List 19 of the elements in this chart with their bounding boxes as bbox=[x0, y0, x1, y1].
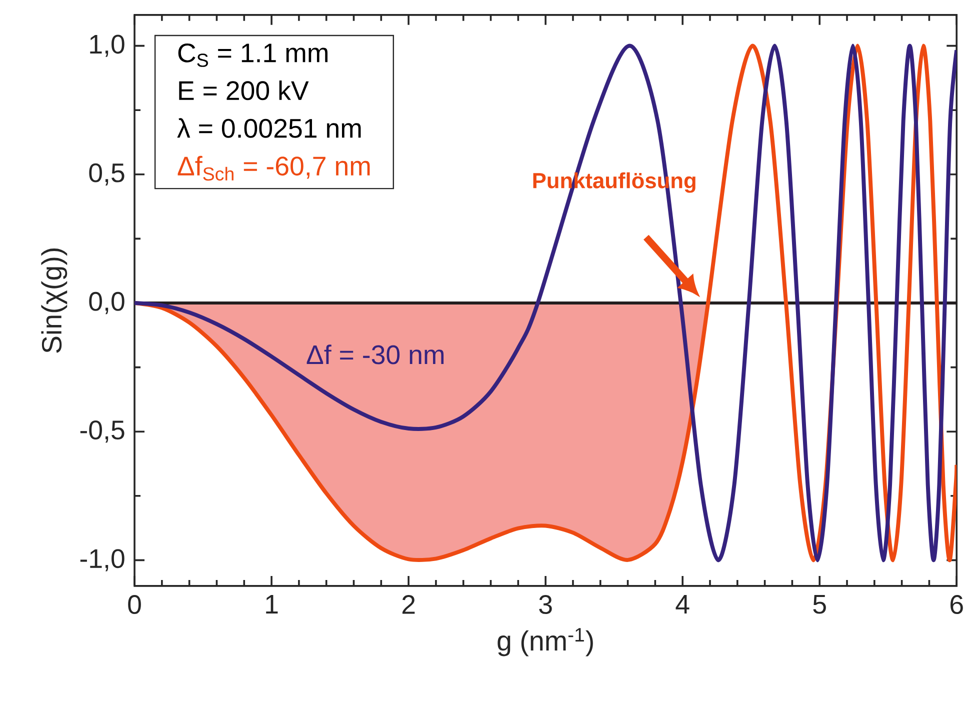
annotation: λ = 0.00251 nm bbox=[177, 118, 361, 138]
x-tick-label: 5 bbox=[813, 595, 826, 614]
x-tick-label: 2 bbox=[402, 595, 415, 614]
y-tick-label: 0,5 bbox=[89, 164, 124, 186]
y-tick-label: -0,5 bbox=[80, 420, 124, 443]
y-tick-label: 1,0 bbox=[90, 34, 124, 58]
x-tick-label: 4 bbox=[676, 595, 690, 614]
y-tick-label: -1,0 bbox=[80, 549, 124, 572]
x-tick-label: 0 bbox=[128, 595, 141, 614]
y-axis-title: Sin(χ(g)) bbox=[41, 248, 68, 354]
x-tick-label: 1 bbox=[266, 595, 278, 614]
x-tick-label: 6 bbox=[950, 595, 963, 614]
x-tick-label: 3 bbox=[539, 595, 552, 614]
y-tick-label: 0,0 bbox=[89, 292, 124, 314]
x-axis-title: g (nm$^{-1}$) bbox=[498, 628, 593, 656]
series-label: Δf = -30 nm bbox=[306, 344, 444, 365]
annotation: C$_{S}$ = 1.1 mm bbox=[178, 44, 328, 68]
annotation: E = 200 kV bbox=[179, 80, 309, 100]
text: Δf$_{Sch}$ = -60,7 nm bbox=[178, 156, 370, 181]
